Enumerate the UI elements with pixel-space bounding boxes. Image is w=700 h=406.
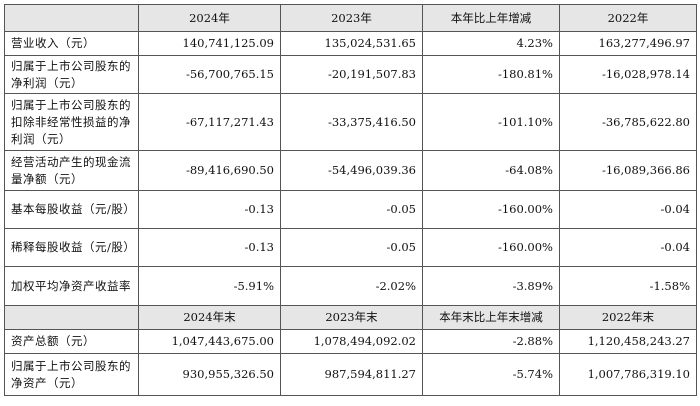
- header-2022-end: 2022年末: [559, 305, 697, 330]
- header-row-year-end: 2024年末 2023年末 本年末比上年末增减 2022年末: [4, 305, 697, 330]
- table-row: 经营活动产生的现金流量净额（元） -89,416,690.50 -54,496,…: [4, 150, 697, 191]
- value-2024: -5.91%: [138, 266, 281, 306]
- value-2022: -16,028,978.14: [559, 55, 697, 94]
- table-row: 归属于上市公司股东的净利润（元） -56,700,765.15 -20,191,…: [4, 55, 697, 94]
- value-2022: -36,785,622.80: [559, 93, 697, 151]
- value-2023-end: 987,594,811.27: [280, 353, 423, 396]
- financial-summary-table: 2024年 2023年 本年比上年增减 2022年 营业收入（元） 140,74…: [4, 4, 697, 396]
- value-2023: -20,191,507.83: [280, 55, 423, 94]
- header-2022: 2022年: [559, 4, 697, 32]
- row-label: 加权平均净资产收益率: [4, 266, 139, 306]
- table-row: 归属于上市公司股东的扣除非经常性损益的净利润（元） -67,117,271.43…: [4, 93, 697, 151]
- table-row: 基本每股收益（元/股） -0.13 -0.05 -160.00% -0.04: [4, 190, 697, 229]
- value-2024: -0.13: [138, 228, 281, 267]
- header-2023: 2023年: [280, 4, 423, 32]
- value-2023: -2.02%: [280, 266, 423, 306]
- value-2024: -67,117,271.43: [138, 93, 281, 151]
- value-2024-end: 1,047,443,675.00: [138, 329, 281, 354]
- table-row: 归属于上市公司股东的净资产（元） 930,955,326.50 987,594,…: [4, 353, 697, 396]
- row-label: 经营活动产生的现金流量净额（元）: [4, 150, 139, 191]
- header-yoy-change: 本年比上年增减: [422, 4, 560, 32]
- value-change: -2.88%: [422, 329, 560, 354]
- header-2023-end: 2023年末: [280, 305, 423, 330]
- value-2024: -56,700,765.15: [138, 55, 281, 94]
- value-2022: -1.58%: [559, 266, 697, 306]
- table-row: 营业收入（元） 140,741,125.09 135,024,531.65 4.…: [4, 31, 697, 56]
- row-label: 基本每股收益（元/股）: [4, 190, 139, 229]
- header-corner-cell: [4, 4, 139, 32]
- row-label: 稀释每股收益（元/股）: [4, 228, 139, 267]
- value-2024-end: 930,955,326.50: [138, 353, 281, 396]
- header-2024-end: 2024年末: [138, 305, 281, 330]
- value-2022: -0.04: [559, 190, 697, 229]
- value-2024: -89,416,690.50: [138, 150, 281, 191]
- value-2023: -33,375,416.50: [280, 93, 423, 151]
- value-change: -3.89%: [422, 266, 560, 306]
- header-ytd-change: 本年末比上年末增减: [422, 305, 560, 330]
- table-row: 资产总额（元） 1,047,443,675.00 1,078,494,092.0…: [4, 329, 697, 354]
- value-change: -101.10%: [422, 93, 560, 151]
- row-label: 归属于上市公司股东的净利润（元）: [4, 55, 139, 94]
- value-2023-end: 1,078,494,092.02: [280, 329, 423, 354]
- table-row: 加权平均净资产收益率 -5.91% -2.02% -3.89% -1.58%: [4, 266, 697, 306]
- value-2022: 163,277,496.97: [559, 31, 697, 56]
- row-label: 营业收入（元）: [4, 31, 139, 56]
- header-corner-cell: [4, 305, 139, 330]
- value-2023: -54,496,039.36: [280, 150, 423, 191]
- header-2024: 2024年: [138, 4, 281, 32]
- value-2023: -0.05: [280, 228, 423, 267]
- value-change: -160.00%: [422, 190, 560, 229]
- value-change: -180.81%: [422, 55, 560, 94]
- value-2022-end: 1,120,458,243.27: [559, 329, 697, 354]
- value-2023: -0.05: [280, 190, 423, 229]
- row-label: 归属于上市公司股东的扣除非经常性损益的净利润（元）: [4, 93, 139, 151]
- value-2022: -0.04: [559, 228, 697, 267]
- value-2022-end: 1,007,786,319.10: [559, 353, 697, 396]
- header-row-annual: 2024年 2023年 本年比上年增减 2022年: [4, 4, 697, 32]
- table-row: 稀释每股收益（元/股） -0.13 -0.05 -160.00% -0.04: [4, 228, 697, 267]
- value-2024: -0.13: [138, 190, 281, 229]
- value-change: -160.00%: [422, 228, 560, 267]
- value-2022: -16,089,366.86: [559, 150, 697, 191]
- value-change: -5.74%: [422, 353, 560, 396]
- row-label: 资产总额（元）: [4, 329, 139, 354]
- value-change: 4.23%: [422, 31, 560, 56]
- value-2024: 140,741,125.09: [138, 31, 281, 56]
- value-change: -64.08%: [422, 150, 560, 191]
- row-label: 归属于上市公司股东的净资产（元）: [4, 353, 139, 396]
- value-2023: 135,024,531.65: [280, 31, 423, 56]
